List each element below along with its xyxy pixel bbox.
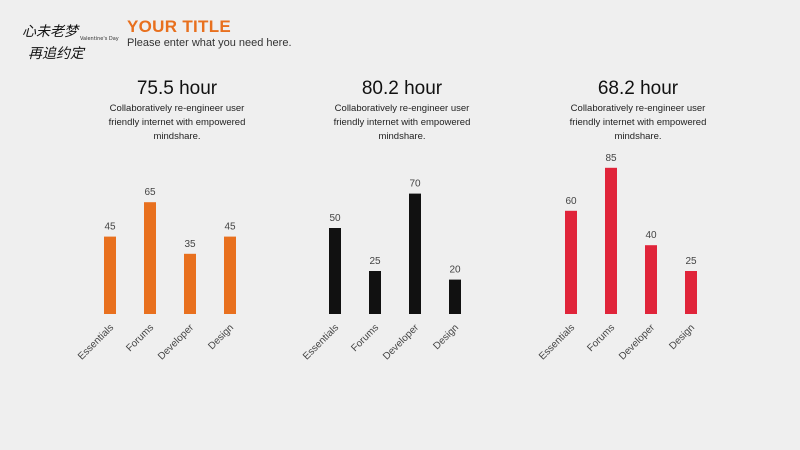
category-label: Essentials xyxy=(76,322,116,362)
brand-logo: 心未老梦 再追约定 Valentine's Day xyxy=(22,24,119,62)
panel-hours: 80.2 hour xyxy=(361,78,443,99)
bar-essentials xyxy=(329,228,341,314)
panel-hours: 68.2 hour xyxy=(597,78,679,99)
category-label: Design xyxy=(206,322,236,352)
bar-value-label: 35 xyxy=(184,239,196,250)
bar-value-label: 40 xyxy=(645,230,657,241)
category-label: Developer xyxy=(381,322,421,362)
bar-value-label: 25 xyxy=(685,256,697,267)
bar-forums xyxy=(369,271,381,314)
bar-design xyxy=(685,271,697,314)
bar-value-label: 45 xyxy=(104,222,116,233)
category-label: Forums xyxy=(585,322,617,354)
category-label: Essentials xyxy=(537,322,577,362)
bar-developer xyxy=(184,253,196,314)
category-label: Design xyxy=(431,322,461,352)
category-label: Developer xyxy=(617,322,657,362)
bar-value-label: 25 xyxy=(369,256,381,267)
bar-value-label: 70 xyxy=(409,179,421,190)
bar-design xyxy=(224,236,236,314)
svg-text:Valentine's Day: Valentine's Day xyxy=(80,36,119,42)
bar-value-label: 85 xyxy=(605,153,617,164)
bar-chart-2: 50 Essentials 25 Forums 70 Developer 20 Design xyxy=(301,179,461,363)
panel-description: Collaboratively re-engineer user friendl… xyxy=(333,103,471,142)
bar-developer xyxy=(409,193,421,314)
chart-panel-3: 68.2 hour Collaboratively re-engineer us… xyxy=(523,74,753,450)
svg-text:心未老梦: 心未老梦 xyxy=(22,24,80,40)
panel-description: Collaboratively re-engineer user friendl… xyxy=(108,103,246,142)
bar-chart-3: 60 Essentials 85 Forums 40 Developer 25 Design xyxy=(537,153,697,363)
chart-panel-2: 80.2 hour Collaboratively re-engineer us… xyxy=(287,74,517,450)
bar-value-label: 50 xyxy=(329,213,341,224)
page-subtitle: Please enter what you need here. xyxy=(127,37,292,49)
bar-value-label: 65 xyxy=(144,187,156,198)
bar-forums xyxy=(605,167,617,314)
bar-forums xyxy=(144,202,156,314)
category-label: Essentials xyxy=(301,322,341,362)
category-label: Design xyxy=(667,322,697,352)
bar-chart-1: 45 Essentials 65 Forums 35 Developer 45 Design xyxy=(76,187,236,362)
category-label: Forums xyxy=(349,322,381,354)
bar-essentials xyxy=(565,210,577,314)
bar-essentials xyxy=(104,236,116,314)
bar-value-label: 45 xyxy=(224,222,236,233)
bar-design xyxy=(449,279,461,314)
bar-value-label: 60 xyxy=(565,196,577,207)
svg-text:再追约定: 再追约定 xyxy=(28,46,86,62)
category-label: Developer xyxy=(156,322,196,362)
panel-hours: 75.5 hour xyxy=(136,78,218,99)
chart-panel-1: 75.5 hour Collaboratively re-engineer us… xyxy=(62,74,292,450)
panel-description: Collaboratively re-engineer user friendl… xyxy=(569,103,707,142)
category-label: Forums xyxy=(124,322,156,354)
bar-developer xyxy=(645,245,657,314)
page-title: YOUR TITLE xyxy=(127,17,232,36)
bar-value-label: 20 xyxy=(449,265,461,276)
